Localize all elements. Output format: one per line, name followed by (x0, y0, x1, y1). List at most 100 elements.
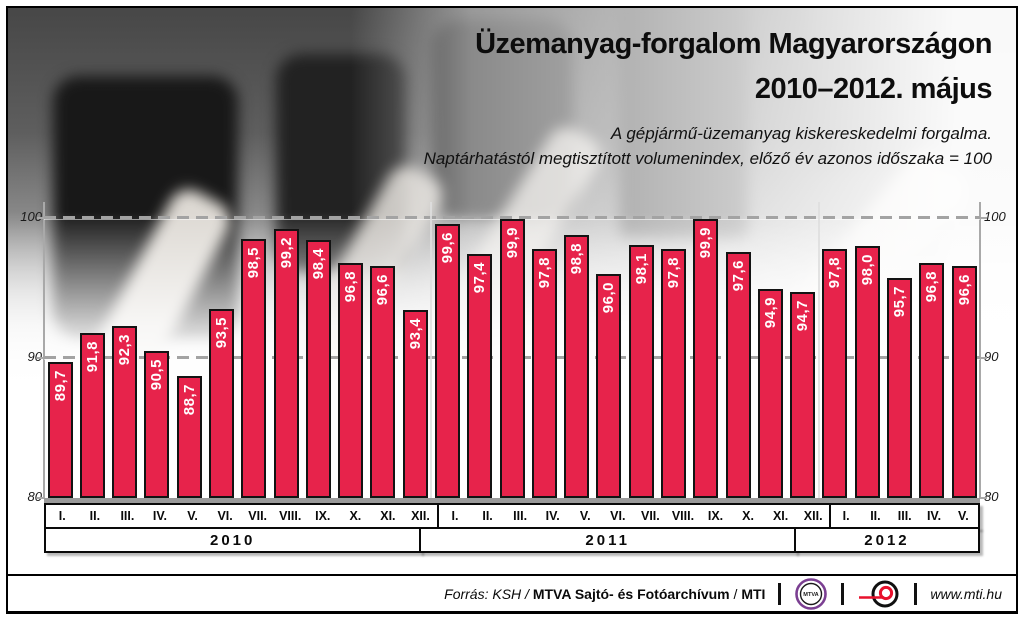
year-label: 2012 (864, 531, 910, 549)
month-label: V. (579, 509, 591, 523)
bar: 98,1 (628, 244, 654, 498)
gridline-100 (44, 216, 980, 219)
y-tick-label-left-100: 100 (20, 209, 42, 224)
bar-value-label: 98,0 (858, 254, 876, 286)
bar-slot-2012-I.: 97,8 (819, 202, 851, 498)
bar-value-label: 97,6 (729, 259, 747, 291)
bar-value-label: 96,6 (955, 273, 973, 305)
chart-title-line2: 2010–2012. május (754, 73, 993, 105)
bar-value-label: 99,2 (277, 237, 295, 269)
year-group-2012: 2012 (793, 527, 980, 553)
month-label: I. (58, 509, 66, 523)
month-group-2012: I. II. III. IV. V. (829, 503, 981, 529)
y-axis-right (979, 202, 981, 498)
y-tick-label-left-90: 90 (27, 349, 42, 364)
month-label: I. (451, 509, 459, 523)
bar-value-label: 96,8 (342, 270, 360, 303)
year-group-2011: 2011 (419, 527, 796, 553)
bar: 98,8 (564, 234, 590, 498)
bar-value-label: 99,6 (439, 231, 457, 263)
year-label: 2010 (210, 531, 256, 549)
month-label: IV. (926, 509, 942, 523)
month-label: V. (958, 509, 969, 523)
bar-value-label: 93,4 (406, 318, 424, 350)
bar: 96,8 (338, 262, 364, 498)
month-label: IX. (315, 509, 331, 523)
bar-value-label: 94,7 (794, 300, 812, 332)
y-tick-mark (980, 357, 987, 359)
month-label: VII. (248, 509, 268, 523)
bar-slot-2010-III.: 92,3 (109, 202, 141, 498)
bar-value-label: 94,9 (761, 297, 779, 329)
year-label-band: 2010 2011 2012 (44, 527, 980, 553)
bar: 99,6 (435, 223, 461, 498)
bar-value-label: 97,8 (664, 256, 682, 289)
month-label: VI. (610, 509, 626, 523)
month-label: V. (187, 509, 198, 523)
year-group-divider (817, 202, 820, 498)
year-group-divider (430, 202, 433, 498)
bar: 96,0 (596, 274, 622, 498)
bars-container: 89,7 91,8 92,3 90,5 88,7 93,5 98,5 99,2 98,4 96,8… (44, 202, 980, 498)
month-label: III. (513, 509, 528, 523)
bar: 99,9 (499, 219, 525, 498)
month-label: XII. (411, 509, 430, 523)
month-label: III. (120, 509, 135, 523)
bar-slot-2011-IX.: 99,9 (690, 202, 722, 498)
footer-bar: Forrás: KSH / MTVA Sajtó- és Fotóarchívu… (8, 574, 1016, 611)
bar-slot-2011-XI.: 94,9 (754, 202, 786, 498)
month-label: VIII. (671, 509, 695, 523)
bar-value-label: 96,6 (374, 273, 392, 305)
month-label: IX. (707, 509, 724, 523)
bar-slot-2012-III.: 95,7 (883, 202, 915, 498)
bar: 92,3 (112, 325, 138, 498)
month-label: X. (742, 509, 754, 523)
bar-value-label: 88,7 (180, 384, 198, 416)
source-separator: / (525, 585, 529, 602)
y-tick-mark (980, 497, 987, 499)
bar: 99,2 (273, 229, 299, 498)
svg-text:MTVA: MTVA (804, 592, 819, 598)
bar-slot-2010-VI.: 93,5 (205, 202, 237, 498)
year-group-2010: 2010 (44, 527, 422, 553)
bar: 97,8 (531, 248, 557, 498)
bar-slot-2011-II.: 97,4 (464, 202, 496, 498)
y-tick-label-right-80: 80 (984, 489, 999, 504)
footer-divider (914, 582, 918, 605)
month-label: XII. (803, 509, 823, 523)
bar: 94,9 (757, 289, 783, 498)
month-label: III. (897, 509, 912, 523)
bar-value-label: 92,3 (116, 333, 134, 366)
bar-slot-2010-IX.: 98,4 (302, 202, 334, 498)
bar-slot-2011-X.: 97,6 (722, 202, 754, 498)
bar-slot-2011-VII.: 98,1 (625, 202, 657, 498)
bar-value-label: 98,5 (245, 247, 263, 279)
bar-slot-2011-V.: 98,8 (561, 202, 593, 498)
bar-slot-2010-IV.: 90,5 (141, 202, 173, 498)
bar: 94,7 (790, 292, 816, 498)
y-tick-mark (980, 217, 987, 219)
mti-logo-icon (859, 580, 899, 607)
source-mtva: MTVA Sajtó- és Fotóarchívum (532, 585, 730, 602)
chart-subtitle-line1: A gépjármű-üzemanyag kiskereskedelmi for… (610, 124, 992, 143)
bar: 98,0 (854, 246, 880, 498)
bar: 98,4 (305, 240, 331, 498)
bar: 89,7 (47, 362, 73, 498)
bar: 95,7 (886, 278, 912, 498)
y-tick-label-right-90: 90 (984, 349, 999, 364)
source-credit: Forrás: KSH / MTVA Sajtó- és Fotóarchívu… (444, 586, 765, 602)
bar-slot-2010-II.: 91,8 (76, 202, 108, 498)
bar-slot-2010-VIII.: 99,2 (270, 202, 302, 498)
bar: 91,8 (79, 332, 105, 498)
bar: 90,5 (144, 351, 170, 498)
month-label: VIII. (279, 509, 302, 523)
bar: 96,6 (370, 265, 396, 498)
bar-value-label: 98,1 (632, 252, 650, 284)
bar-slot-2010-I.: 89,7 (44, 202, 76, 498)
bar-slot-2012-IV.: 96,8 (916, 202, 948, 498)
bar-slot-2012-II.: 98,0 (851, 202, 883, 498)
y-tick-mark (37, 357, 44, 359)
bar: 88,7 (176, 376, 202, 498)
bar: 96,6 (951, 265, 977, 498)
footer-divider (778, 582, 782, 605)
